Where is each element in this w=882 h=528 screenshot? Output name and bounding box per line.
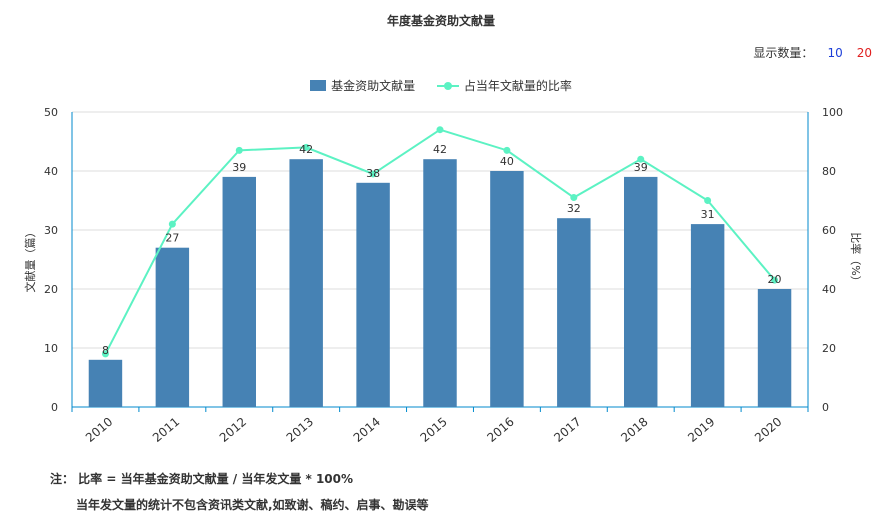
footnote: 注： 比率 = 当年基金资助文献量 / 当年发文量 * 100% 当年发文量的统…	[50, 466, 429, 518]
legend-bar-swatch	[310, 80, 327, 91]
line-point	[369, 170, 377, 178]
y-axis-title: 文献量（篇）	[23, 227, 37, 293]
line-point	[235, 146, 243, 154]
y-tick-label: 50	[44, 106, 58, 119]
bar	[356, 182, 390, 407]
legend-bar-label: 基金资助文献量	[331, 79, 416, 93]
y-tick-label: 0	[51, 401, 58, 414]
chart-legend: 基金资助文献量 占当年文献量的比率	[0, 77, 882, 94]
bar-value-label: 32	[567, 202, 581, 215]
bar-value-label: 39	[232, 161, 246, 174]
y-tick-label: 30	[44, 224, 58, 237]
line-point	[436, 126, 444, 134]
line-point	[570, 194, 578, 202]
y2-tick-label: 60	[822, 224, 836, 237]
x-tick-label: 2018	[618, 415, 650, 445]
bar	[757, 289, 792, 407]
x-tick-label: 2010	[83, 415, 115, 445]
y2-tick-label: 100	[822, 106, 843, 119]
y2-axis-title: 比率（%）	[849, 232, 863, 286]
footnote-line-2: 当年发文量的统计不包含资讯类文献,如致谢、稿约、启事、勘误等	[76, 498, 429, 512]
bar-value-label: 31	[701, 208, 715, 221]
line-point	[704, 197, 712, 204]
y-tick-label: 40	[44, 165, 58, 178]
bar-value-label: 42	[433, 143, 447, 156]
bar	[690, 224, 725, 407]
bar-value-label: 40	[500, 155, 514, 168]
bar	[155, 247, 190, 407]
display-count-option-20[interactable]: 20	[856, 46, 872, 60]
bar-value-label: 39	[634, 161, 648, 174]
bar	[624, 176, 658, 407]
line-point	[503, 146, 511, 154]
line-point	[168, 220, 176, 228]
legend-item-line[interactable]: 占当年文献量的比率	[436, 77, 572, 94]
bar	[222, 176, 256, 407]
y2-tick-label: 20	[822, 342, 836, 355]
x-tick-label: 2015	[418, 415, 450, 445]
legend-line-label: 占当年文献量的比率	[463, 79, 572, 93]
line-point	[302, 143, 310, 151]
bar-value-label: 8	[102, 344, 109, 357]
bar-value-label: 38	[366, 167, 380, 180]
line-point	[101, 350, 109, 358]
bar	[423, 159, 457, 407]
legend-line-swatch	[436, 80, 459, 91]
x-tick-label: 2020	[752, 415, 784, 445]
bar	[557, 218, 591, 407]
display-count-control: 显示数量： 10 20	[753, 44, 872, 61]
bar-value-label: 42	[299, 143, 313, 156]
display-count-label: 显示数量：	[753, 46, 814, 60]
y-tick-label: 10	[44, 342, 58, 355]
x-tick-label: 2017	[551, 415, 583, 445]
x-tick-label: 2012	[217, 415, 249, 445]
y-tick-label: 20	[44, 283, 58, 296]
x-tick-label: 2019	[685, 415, 717, 445]
y2-tick-label: 0	[822, 401, 829, 414]
line-point	[771, 276, 779, 284]
legend-item-bar[interactable]: 基金资助文献量	[310, 77, 415, 94]
y2-tick-label: 80	[822, 165, 836, 178]
bar	[490, 171, 524, 407]
bar-value-label: 27	[165, 232, 179, 245]
x-tick-label: 2013	[284, 415, 316, 445]
line-point	[637, 155, 645, 163]
x-tick-label: 2014	[351, 415, 383, 445]
bar	[289, 159, 323, 407]
footnote-line-1: 注： 比率 = 当年基金资助文献量 / 当年发文量 * 100%	[50, 472, 354, 486]
chart-title: 年度基金资助文献量	[386, 14, 495, 28]
y2-tick-label: 40	[822, 283, 836, 296]
x-tick-label: 2011	[150, 415, 182, 445]
display-count-option-10[interactable]: 10	[827, 46, 843, 60]
x-tick-label: 2016	[484, 415, 516, 445]
bar-value-label: 20	[768, 273, 782, 286]
bar	[88, 359, 123, 407]
